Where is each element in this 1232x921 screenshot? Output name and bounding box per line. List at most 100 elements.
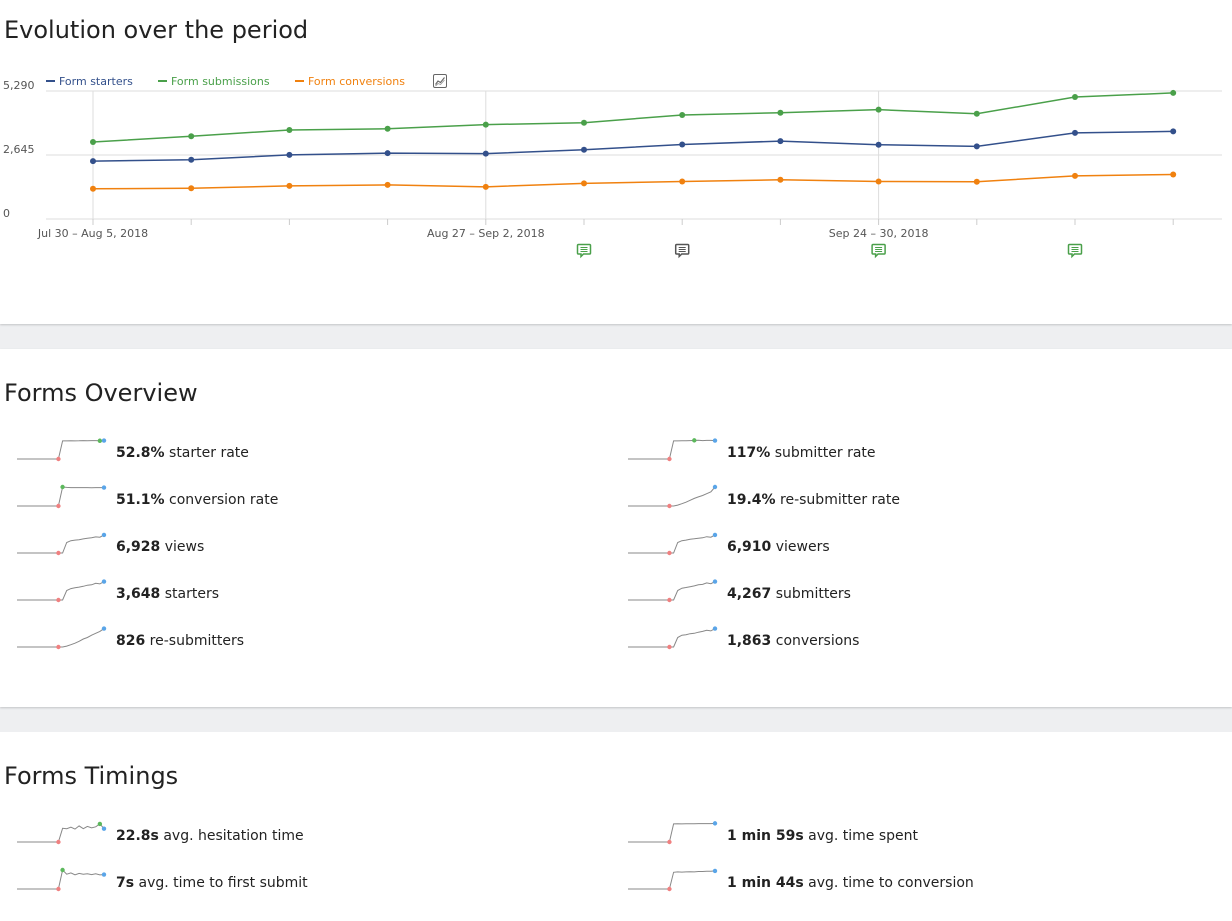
data-point-form-submissions[interactable] bbox=[1072, 94, 1078, 101]
metric-conversions[interactable]: 1,863 conversions bbox=[628, 626, 1188, 655]
legend-item-form-starters[interactable]: Form starters bbox=[46, 75, 133, 88]
metric-label: avg. time to conversion bbox=[803, 875, 974, 891]
data-point-form-conversions[interactable] bbox=[973, 178, 980, 185]
sparkline-max-dot bbox=[692, 438, 697, 443]
data-point-form-starters[interactable] bbox=[875, 141, 882, 148]
data-point-form-submissions[interactable] bbox=[188, 133, 195, 140]
metric-re-submitter-rate[interactable]: 19.4% re-submitter rate bbox=[628, 484, 1188, 514]
sparkline-line bbox=[628, 534, 716, 554]
metric-re-submitters[interactable]: 826 re-submitters bbox=[17, 626, 577, 655]
data-point-form-conversions[interactable] bbox=[1072, 172, 1078, 179]
metric-avg-time-spent[interactable]: 1 min 59s avg. time spent bbox=[628, 821, 1188, 850]
sparkline-line bbox=[17, 534, 105, 554]
data-point-form-starters[interactable] bbox=[90, 158, 96, 165]
annotation-comment-icon[interactable] bbox=[1067, 243, 1083, 259]
data-point-form-conversions[interactable] bbox=[1170, 171, 1177, 178]
data-point-form-starters[interactable] bbox=[1170, 128, 1177, 135]
data-point-form-starters[interactable] bbox=[482, 150, 489, 157]
sparkline-line bbox=[17, 581, 105, 601]
annotation-comment-icon[interactable] bbox=[674, 243, 690, 259]
metric-avg-time-to-first-submit[interactable]: 7s avg. time to first submit bbox=[17, 867, 577, 897]
data-point-form-conversions[interactable] bbox=[482, 183, 489, 190]
metric-label: viewers bbox=[771, 539, 830, 555]
metric-label: conversions bbox=[771, 633, 860, 649]
metric-value: 826 bbox=[116, 633, 146, 649]
data-point-form-conversions[interactable] bbox=[581, 180, 587, 187]
sparkline-min-dot bbox=[56, 503, 61, 509]
data-point-form-conversions[interactable] bbox=[286, 182, 293, 189]
data-point-form-submissions[interactable] bbox=[482, 121, 489, 128]
metric-text: 1,863 conversions bbox=[727, 633, 859, 649]
sparkline-line bbox=[17, 868, 105, 890]
series-line-form-conversions bbox=[92, 173, 1174, 190]
legend-item-form-submissions[interactable]: Form submissions bbox=[158, 75, 270, 88]
x-tick-label: Sep 24 – 30, 2018 bbox=[829, 227, 929, 240]
sparkline bbox=[17, 626, 107, 650]
metric-views[interactable]: 6,928 views bbox=[17, 532, 577, 561]
series-line-form-submissions bbox=[92, 92, 1174, 143]
metric-value: 52.8% bbox=[116, 445, 165, 461]
data-point-form-submissions[interactable] bbox=[679, 111, 686, 118]
metric-conversion-rate[interactable]: 51.1% conversion rate bbox=[17, 484, 577, 514]
legend-swatch bbox=[158, 80, 167, 82]
chart-type-icon[interactable] bbox=[433, 74, 447, 88]
data-point-form-submissions[interactable] bbox=[90, 139, 96, 146]
metric-submitter-rate[interactable]: 117% submitter rate bbox=[628, 438, 1188, 467]
data-point-form-submissions[interactable] bbox=[384, 125, 391, 132]
legend-label: Form conversions bbox=[308, 75, 405, 88]
data-point-form-submissions[interactable] bbox=[1170, 89, 1177, 96]
metric-avg-time-to-conversion[interactable]: 1 min 44s avg. time to conversion bbox=[628, 868, 1188, 897]
metric-avg-hesitation-time[interactable]: 22.8s avg. hesitation time bbox=[17, 821, 577, 850]
y-tick-label: 5,290 bbox=[3, 79, 35, 92]
metric-value: 1,863 bbox=[727, 633, 772, 649]
data-point-form-submissions[interactable] bbox=[875, 106, 882, 113]
sparkline-min-dot bbox=[667, 550, 672, 556]
sparkline-last-dot bbox=[101, 826, 107, 831]
data-point-form-starters[interactable] bbox=[188, 156, 195, 163]
metric-text: 117% submitter rate bbox=[727, 445, 876, 461]
sparkline-last-dot bbox=[101, 485, 107, 490]
sparkline bbox=[628, 484, 718, 509]
sparkline-last-dot bbox=[101, 532, 107, 538]
metric-starter-rate[interactable]: 52.8% starter rate bbox=[17, 438, 577, 467]
sparkline-last-dot bbox=[712, 438, 718, 443]
data-point-form-starters[interactable] bbox=[286, 151, 293, 158]
sparkline-min-dot bbox=[667, 839, 672, 845]
data-point-form-conversions[interactable] bbox=[777, 176, 784, 183]
data-point-form-starters[interactable] bbox=[679, 141, 686, 148]
data-point-form-starters[interactable] bbox=[581, 146, 587, 153]
forms-overview-title: Forms Overview bbox=[4, 379, 198, 407]
sparkline-last-dot bbox=[101, 872, 107, 877]
annotation-comment-icon[interactable] bbox=[576, 243, 592, 259]
metric-label: re-submitter rate bbox=[775, 492, 900, 508]
data-point-form-conversions[interactable] bbox=[384, 181, 391, 188]
metric-text: 826 re-submitters bbox=[116, 633, 244, 649]
sparkline-line bbox=[628, 439, 716, 460]
forms-overview-card: Forms Overview 52.8% starter rate 117% su… bbox=[0, 349, 1232, 707]
metric-text: 51.1% conversion rate bbox=[116, 492, 278, 508]
data-point-form-submissions[interactable] bbox=[286, 126, 293, 133]
data-point-form-starters[interactable] bbox=[777, 138, 784, 145]
data-point-form-conversions[interactable] bbox=[875, 178, 882, 185]
sparkline-min-dot bbox=[56, 550, 61, 556]
metric-viewers[interactable]: 6,910 viewers bbox=[628, 532, 1188, 561]
metric-submitters[interactable]: 4,267 submitters bbox=[628, 579, 1188, 608]
data-point-form-starters[interactable] bbox=[1072, 129, 1078, 136]
data-point-form-submissions[interactable] bbox=[777, 109, 784, 116]
sparkline-line bbox=[628, 870, 716, 890]
data-point-form-starters[interactable] bbox=[973, 143, 980, 150]
data-point-form-conversions[interactable] bbox=[90, 185, 96, 192]
sparkline-min-dot bbox=[667, 456, 672, 462]
metric-starters[interactable]: 3,648 starters bbox=[17, 579, 577, 608]
data-point-form-starters[interactable] bbox=[384, 150, 391, 157]
sparkline-max-dot bbox=[60, 867, 65, 873]
data-point-form-submissions[interactable] bbox=[973, 110, 980, 117]
legend-item-form-conversions[interactable]: Form conversions bbox=[295, 75, 405, 88]
sparkline-last-dot bbox=[712, 579, 718, 584]
annotation-comment-icon[interactable] bbox=[871, 243, 886, 259]
legend-swatch bbox=[295, 80, 304, 82]
metric-label: re-submitters bbox=[145, 633, 245, 649]
data-point-form-conversions[interactable] bbox=[679, 178, 686, 185]
data-point-form-submissions[interactable] bbox=[581, 119, 587, 126]
data-point-form-conversions[interactable] bbox=[188, 185, 195, 192]
